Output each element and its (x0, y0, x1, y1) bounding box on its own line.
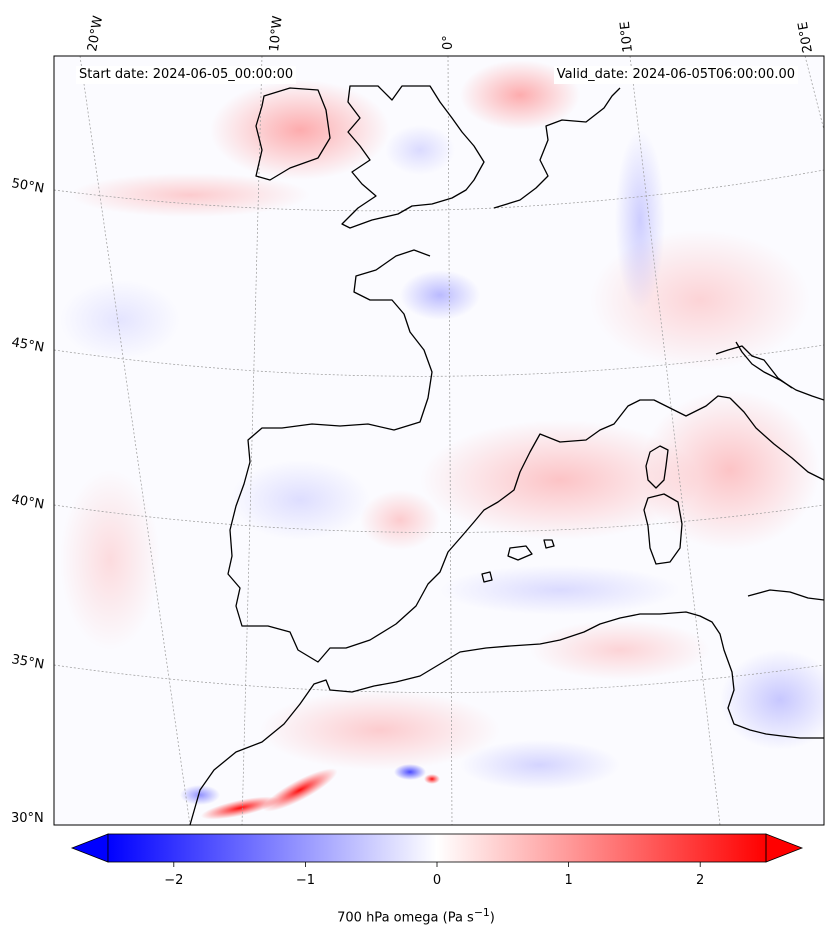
colorbar-tick-label: 0 (433, 873, 441, 888)
meridian-line (804, 56, 824, 131)
colorbar-tick-label: 1 (564, 873, 572, 888)
omega-positive-area (210, 80, 390, 180)
north-africa-coast (189, 611, 824, 825)
colorbar-extend-max (765, 833, 804, 863)
colorbar-tick-label: −1 (296, 873, 315, 888)
lat-label-30n: 30°N (11, 811, 44, 826)
balearic-coast (481, 539, 555, 583)
lat-label-40n: 40°N (10, 492, 45, 512)
omega-negative-area (460, 740, 620, 790)
omega-strong-negative (394, 764, 426, 780)
omega-positive-area (530, 620, 710, 680)
omega-positive-area (640, 390, 820, 550)
omega-negative-area (60, 280, 180, 360)
lon-label-10e: 10°E (618, 20, 636, 53)
north-sea-coast (493, 87, 621, 209)
meridian-line (241, 56, 263, 825)
omega-positive-area (260, 690, 500, 770)
colorbar-ticks: −2 −1 0 1 2 (164, 862, 704, 888)
colorbar-tick-label: 2 (696, 873, 704, 888)
lat-label-45n: 45°N (10, 335, 45, 355)
colorbar-label: 700 hPa omega (Pa s−1) (337, 906, 495, 926)
omega-strong-positive (424, 774, 440, 784)
omega-positive-area (70, 173, 310, 217)
lon-label-20w: 20°W (85, 15, 106, 53)
start-date-label: Start date: 2024-06-05_00:00:00 (76, 66, 297, 84)
ireland-coast (255, 87, 331, 181)
great-britain-coast (341, 85, 485, 229)
adriatic-coast (715, 345, 793, 389)
colorbar: −2 −1 0 1 2 (70, 833, 804, 888)
meridian-line (629, 56, 721, 825)
meridian-line (79, 56, 191, 825)
omega-field (54, 56, 824, 825)
omega-strong-negative (180, 785, 220, 805)
sicily-coast (747, 589, 824, 601)
map-frame (53, 55, 825, 826)
corsica-coast (645, 445, 669, 489)
lon-label-10w: 10°W (267, 15, 286, 52)
longitude-labels: 20°W 10°W 0° 10°E 20°E (85, 15, 816, 54)
latitude-labels: 50°N 45°N 40°N 35°N 30°N (10, 176, 45, 826)
lon-label-20e: 20°E (796, 21, 816, 54)
omega-negative-area (400, 270, 480, 320)
omega-negative-area (385, 125, 455, 175)
sardinia-coast (643, 493, 683, 565)
lat-label-35n: 35°N (10, 652, 45, 672)
graticule (54, 56, 824, 825)
omega-negative-area (440, 565, 680, 615)
omega-strong-positive (200, 796, 280, 820)
omega-positive-area (460, 60, 580, 130)
omega-strong-positive (262, 768, 338, 812)
colorbar-tick-label: −2 (164, 873, 183, 888)
colorbar-extend-min (70, 833, 109, 863)
lon-label-0: 0° (441, 35, 456, 50)
omega-negative-area (230, 460, 370, 540)
omega-positive-area (420, 420, 700, 540)
italy-coast (729, 341, 824, 481)
omega-positive-area (60, 470, 160, 650)
valid-date-label: Valid_date: 2024-06-05T06:00:00.00 (553, 66, 798, 84)
omega-negative-area (615, 130, 665, 310)
lat-label-50n: 50°N (10, 176, 45, 196)
france-iberia-coast (227, 249, 731, 663)
omega-positive-area (360, 490, 440, 550)
meridian-line (447, 56, 453, 825)
coastlines (189, 85, 824, 825)
colorbar-ramp (108, 834, 766, 862)
